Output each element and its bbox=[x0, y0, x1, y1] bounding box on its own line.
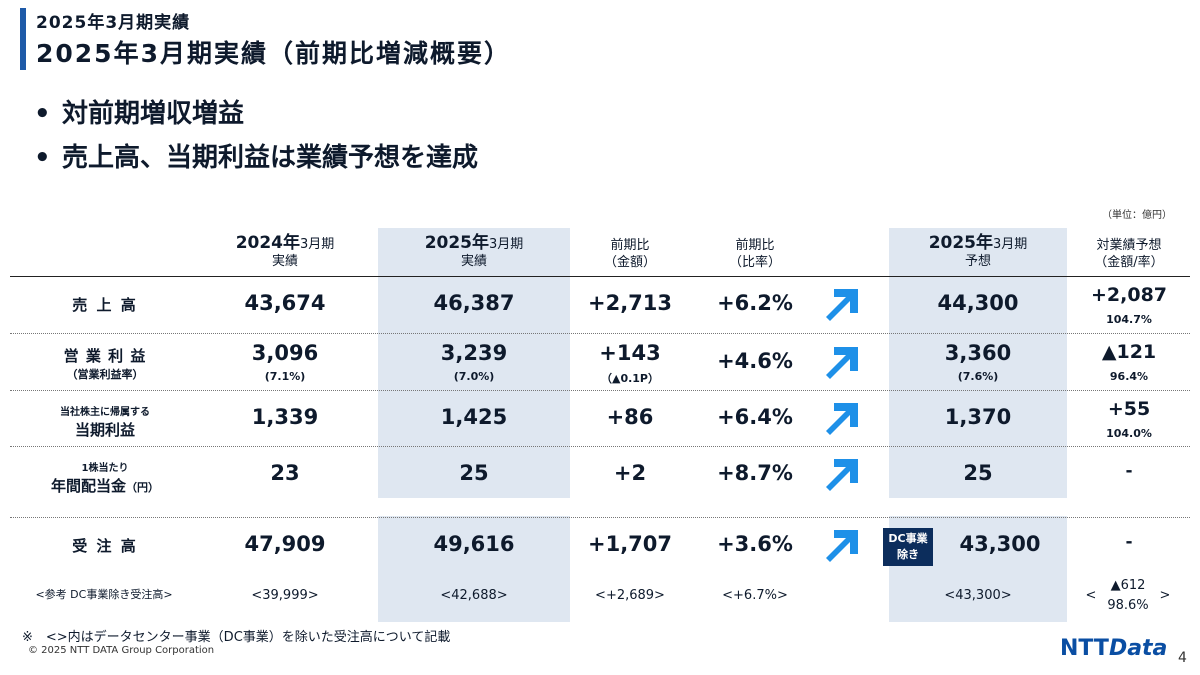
row-toplabel-attributable: 当社株主に帰属する bbox=[60, 407, 150, 418]
sales-fy2025: 46,387 bbox=[433, 291, 515, 315]
op-income-fy2025: 3,239 bbox=[440, 341, 508, 365]
dividend-yoy-ratio: +8.7% bbox=[717, 461, 793, 485]
summary-bullets: • 対前期増収増益 • 売上高、当期利益は業績予想を達成 bbox=[34, 92, 478, 180]
dividend-fy2025: 25 bbox=[459, 461, 489, 485]
dividend-yoy-amount: +2 bbox=[613, 461, 647, 485]
row-label-net-income: 当期利益 bbox=[74, 421, 135, 439]
orders-fy2025: 49,616 bbox=[433, 532, 515, 556]
op-income-vs-forecast-rate: 96.4% bbox=[1109, 370, 1149, 383]
bullet-item: • 対前期増収増益 bbox=[34, 99, 245, 129]
orders-ref-vs-close: > bbox=[1159, 588, 1171, 603]
sales-yoy-amount: +2,713 bbox=[587, 291, 673, 315]
net-income-fy2025: 1,425 bbox=[440, 405, 508, 429]
header-forecast: 2025年3月期 予想 bbox=[928, 233, 1028, 270]
op-income-yoy-amount: +143 bbox=[599, 341, 661, 365]
header-yoy-amount: 前期比 （金額） bbox=[603, 238, 656, 270]
orders-ref-vs-forecast: ▲612 bbox=[1110, 578, 1146, 593]
company-logo: NTTData bbox=[1060, 636, 1168, 661]
row-label-orders-ref: <参考 DC事業除き受注高> bbox=[35, 588, 173, 601]
orders-ref-forecast: <43,300> bbox=[944, 588, 1012, 603]
op-income-fy2024: 3,096 bbox=[251, 341, 319, 365]
orders-ref-vs-forecast-rate: 98.6% bbox=[1107, 598, 1149, 613]
op-margin-fy2024: (7.1%) bbox=[264, 370, 306, 383]
up-right-arrow-icon bbox=[826, 403, 858, 435]
orders-ref-fy2025: <42,688> bbox=[440, 588, 508, 603]
net-income-yoy-amount: +86 bbox=[606, 405, 654, 429]
orders-ref-vs-open: < bbox=[1085, 588, 1097, 603]
op-income-yoy-ratio: +4.6% bbox=[717, 349, 793, 373]
bullet-item: • 売上高、当期利益は業績予想を達成 bbox=[34, 143, 479, 173]
title-accent-bar bbox=[20, 8, 26, 70]
net-income-vs-forecast: +55 bbox=[1107, 398, 1151, 420]
dividend-vs-forecast: - bbox=[1125, 461, 1133, 481]
header-yoy-ratio: 前期比 （比率） bbox=[728, 238, 781, 270]
sales-forecast: 44,300 bbox=[937, 291, 1019, 315]
sales-fy2024: 43,674 bbox=[244, 291, 326, 315]
page-title: 2025年3月期実績（前期比増減概要） bbox=[36, 39, 511, 68]
copyright: © 2025 NTT DATA Group Corporation bbox=[28, 645, 215, 656]
dividend-fy2024: 23 bbox=[270, 461, 300, 485]
up-right-arrow-icon bbox=[826, 530, 858, 562]
orders-fy2024: 47,909 bbox=[244, 532, 326, 556]
op-income-vs-forecast: ▲121 bbox=[1101, 341, 1157, 363]
orders-ref-yoy-amount: <+2,689> bbox=[595, 588, 665, 603]
orders-yoy-amount: +1,707 bbox=[587, 532, 673, 556]
dividend-forecast: 25 bbox=[963, 461, 993, 485]
row-sublabel-operating-margin: （営業利益率） bbox=[66, 368, 144, 381]
row-divider bbox=[10, 333, 1190, 334]
header-fy2025: 2025年3月期 実績 bbox=[424, 233, 524, 270]
row-label-sales: 売 上 高 bbox=[72, 296, 138, 314]
up-right-arrow-icon bbox=[826, 347, 858, 379]
dc-excluded-badge: DC事業 除き bbox=[883, 528, 933, 566]
op-margin-yoy-change: （▲0.1P） bbox=[600, 372, 659, 385]
footnote: ※ <>内はデータセンター事業（DC事業）を除いた受注高について記載 bbox=[22, 630, 451, 645]
fy2025-column-band-lower bbox=[378, 516, 570, 622]
op-margin-forecast: (7.6%) bbox=[957, 370, 999, 383]
fy2025-column-band bbox=[378, 228, 570, 498]
row-label-operating-income: 営 業 利 益 bbox=[63, 347, 147, 365]
up-right-arrow-icon bbox=[826, 289, 858, 321]
orders-yoy-ratio: +3.6% bbox=[717, 532, 793, 556]
page-number: 4 bbox=[1178, 650, 1187, 666]
section-label: 2025年3月期実績 bbox=[36, 13, 191, 33]
unit-note: （単位：億円） bbox=[1102, 210, 1172, 221]
header-fy2024: 2024年3月期 実績 bbox=[235, 233, 335, 270]
row-label-orders: 受 注 高 bbox=[72, 537, 138, 555]
orders-vs-forecast: - bbox=[1125, 532, 1133, 552]
op-margin-fy2025: (7.0%) bbox=[453, 370, 495, 383]
net-income-yoy-ratio: +6.4% bbox=[717, 405, 793, 429]
net-income-fy2024: 1,339 bbox=[251, 405, 319, 429]
sales-vs-forecast-rate: 104.7% bbox=[1106, 313, 1152, 326]
header-vs-forecast: 対業績予想 （金額/率） bbox=[1094, 238, 1164, 270]
orders-ref-fy2024: <39,999> bbox=[251, 588, 319, 603]
op-income-forecast: 3,360 bbox=[944, 341, 1012, 365]
row-label-dividend: 年間配当金（円） bbox=[50, 477, 159, 495]
row-divider bbox=[10, 446, 1190, 447]
forecast-column-band bbox=[889, 228, 1067, 498]
net-income-vs-forecast-rate: 104.0% bbox=[1106, 427, 1152, 440]
row-divider bbox=[10, 390, 1190, 391]
sales-yoy-ratio: +6.2% bbox=[717, 291, 793, 315]
up-right-arrow-icon bbox=[826, 459, 858, 491]
row-toplabel-per-share: 1株当たり bbox=[81, 463, 129, 474]
net-income-forecast: 1,370 bbox=[944, 405, 1012, 429]
header-rule bbox=[10, 276, 1190, 277]
sales-vs-forecast: +2,087 bbox=[1090, 284, 1168, 306]
row-divider bbox=[10, 517, 1190, 518]
orders-forecast: 43,300 bbox=[959, 532, 1041, 556]
orders-ref-yoy-ratio: <+6.7%> bbox=[722, 588, 788, 603]
